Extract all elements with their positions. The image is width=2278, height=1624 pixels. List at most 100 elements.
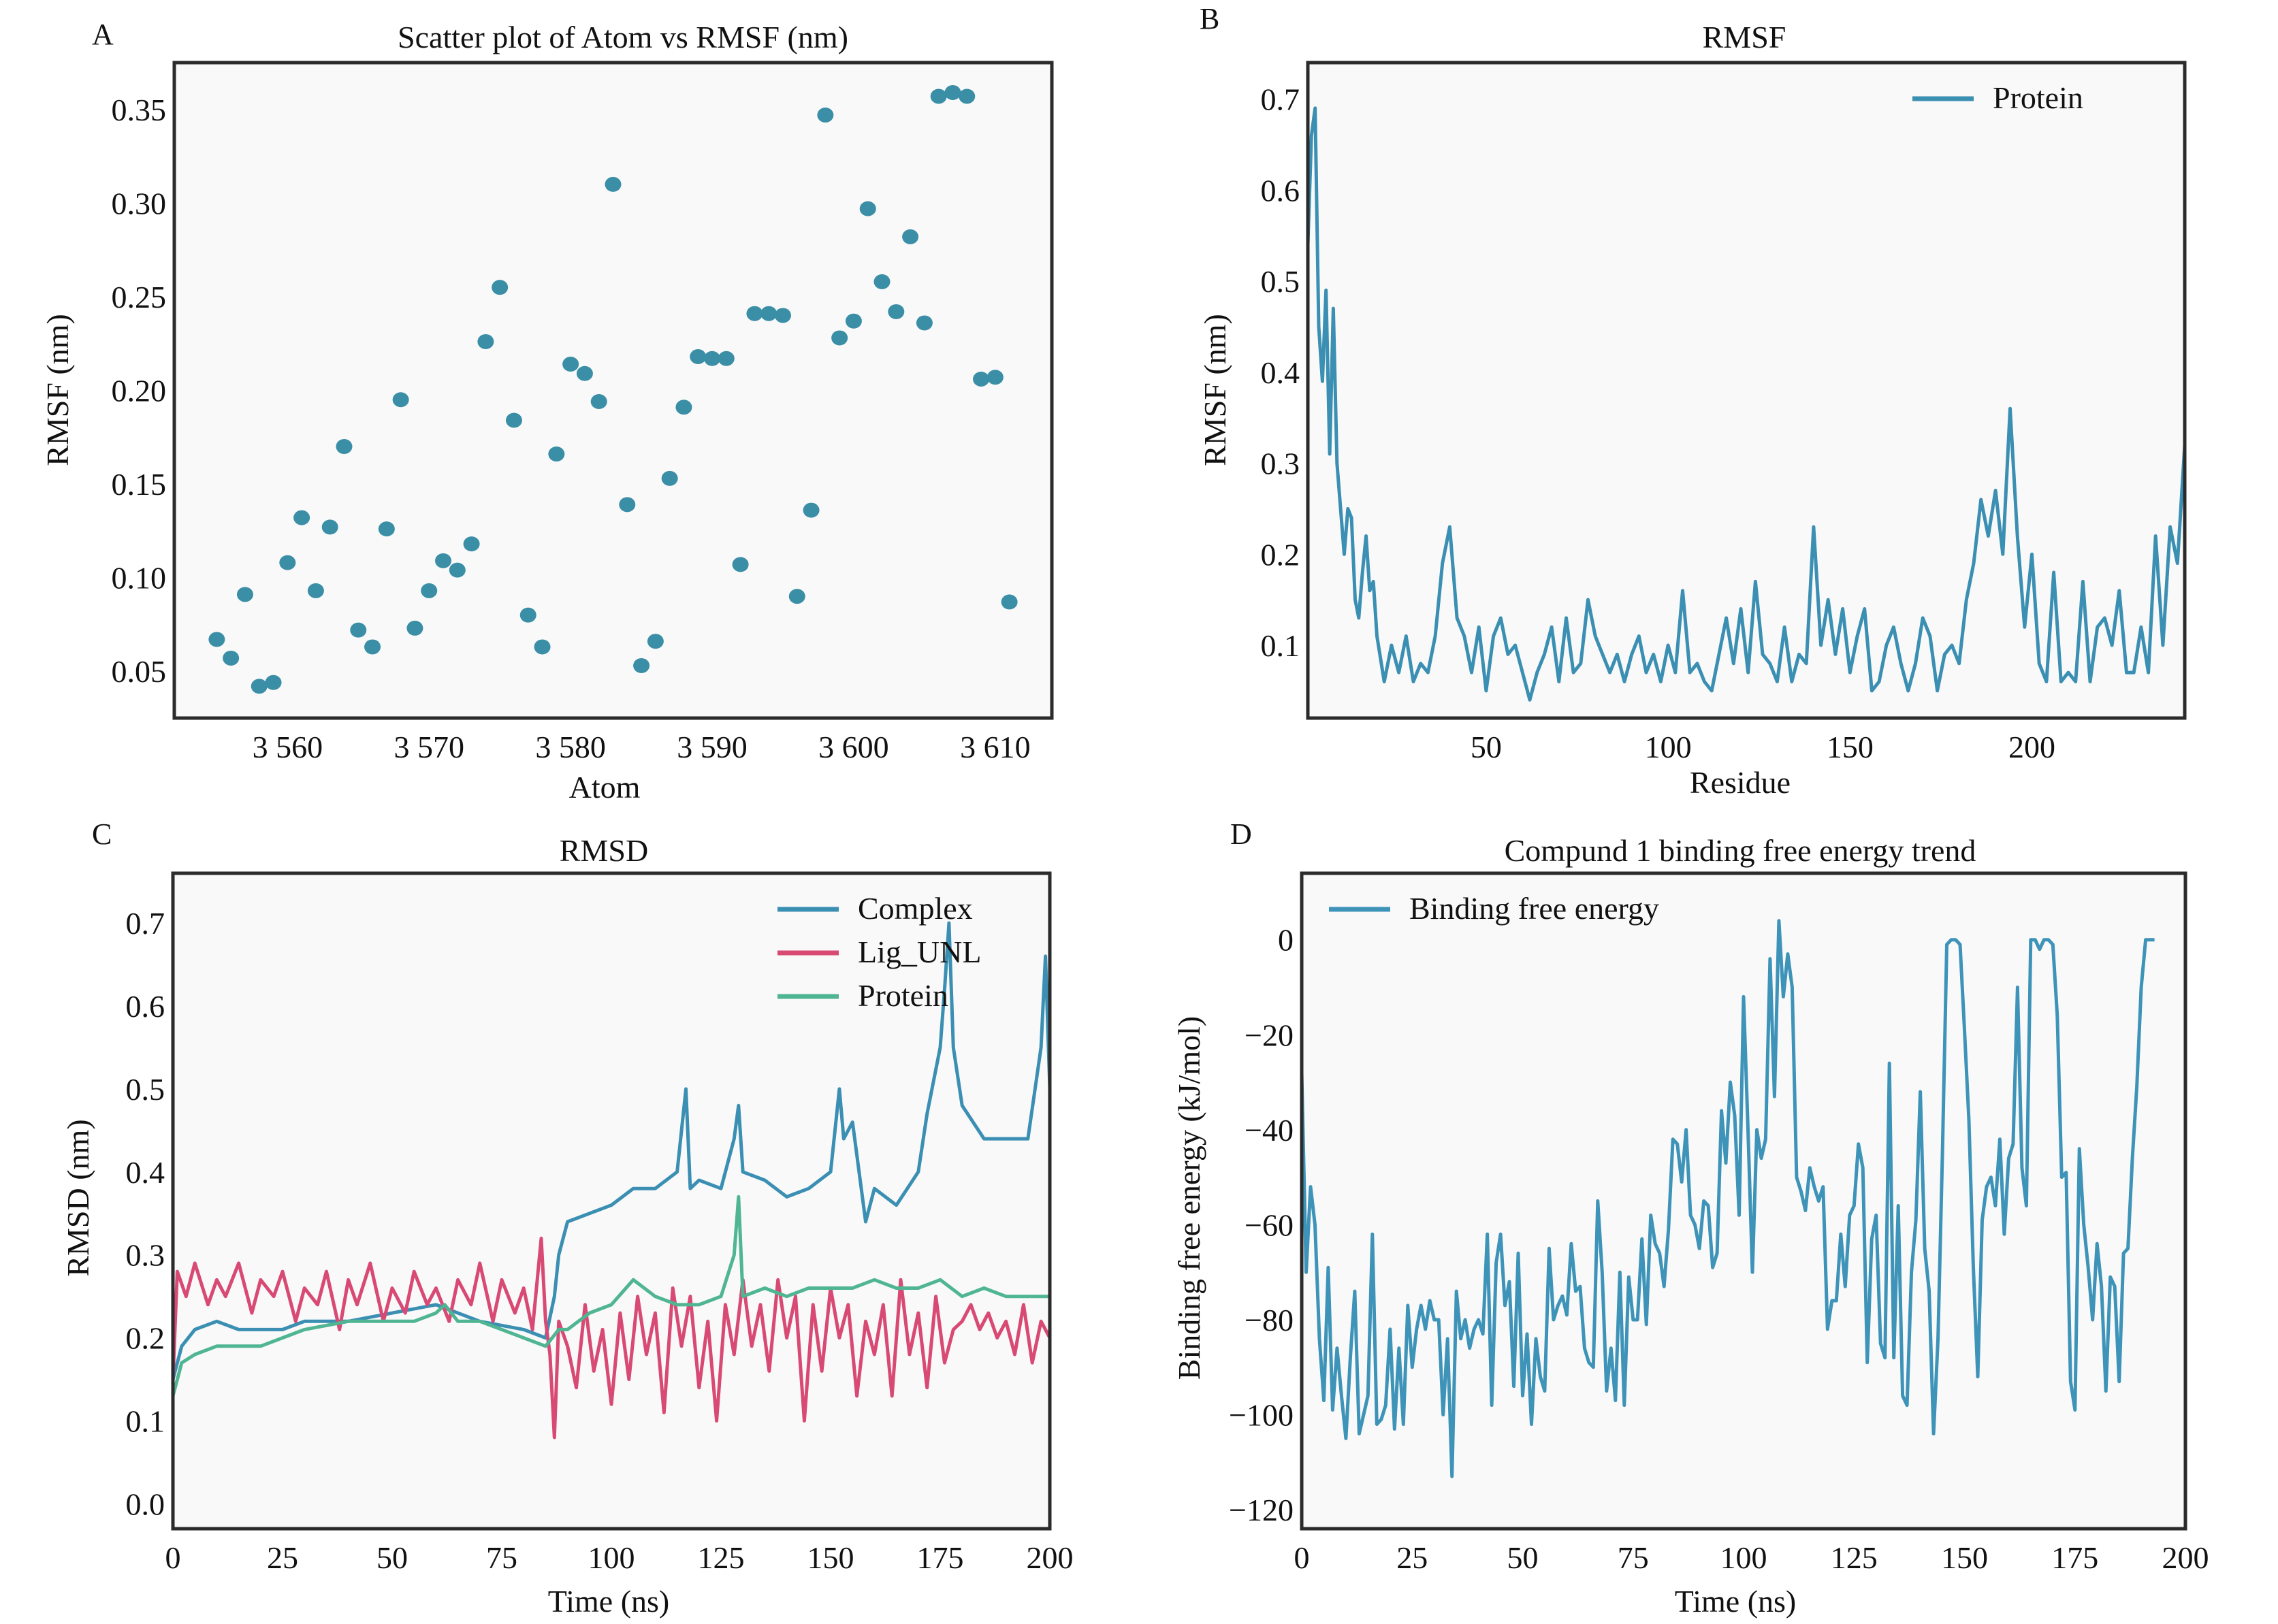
line-series xyxy=(1302,919,2155,1478)
scatter-point xyxy=(605,176,622,192)
panel-c: C RMSD 0 25 50 75 100 125 150 175 200 0.00.10.20… xyxy=(61,817,1074,1619)
line-series xyxy=(1308,106,2185,702)
scatter-point xyxy=(675,400,692,415)
plot-frame xyxy=(1306,61,2187,720)
scatter-point xyxy=(519,607,536,623)
y-axis-label: RMSD (nm) xyxy=(61,1119,95,1276)
legend-label: Protein xyxy=(1993,80,2083,115)
scatter-point xyxy=(236,587,253,602)
scatter-points xyxy=(208,85,1018,694)
x-tick-label: 25 xyxy=(1396,1540,1428,1575)
scatter-point xyxy=(392,392,409,408)
scatter-point xyxy=(477,334,494,349)
scatter-point xyxy=(690,348,707,364)
scatter-point xyxy=(788,589,805,604)
y-tick-label: 0.2 xyxy=(126,1321,165,1356)
legend-label: Complex xyxy=(858,891,973,926)
series-line-protein xyxy=(173,1195,1050,1397)
y-tick-label: 0.1 xyxy=(126,1404,165,1439)
x-tick-label: 75 xyxy=(486,1540,517,1575)
scatter-point xyxy=(803,502,820,518)
scatter-point xyxy=(548,446,565,462)
legend: Binding free energy xyxy=(1329,891,1659,926)
legend-label: Binding free energy xyxy=(1409,891,1659,926)
scatter-point xyxy=(845,313,862,329)
y-tick-label: −40 xyxy=(1245,1113,1294,1148)
x-axis-ticks: 0 25 50 75 100 125 150 175 200 xyxy=(165,1540,1074,1575)
panel-a: A Scatter plot of Atom vs RMSF (nm) 3 56… xyxy=(40,18,1054,805)
x-axis-label: Atom xyxy=(569,770,641,805)
y-tick-label: 0.3 xyxy=(1261,446,1300,481)
x-axis-label: Residue xyxy=(1690,765,1791,800)
chart-title: RMSD xyxy=(560,833,648,868)
scatter-point xyxy=(944,85,961,101)
y-tick-label: 0.6 xyxy=(126,989,165,1024)
y-tick-label: 0.5 xyxy=(126,1072,165,1107)
plot-area xyxy=(172,61,1054,720)
x-tick-label: 50 xyxy=(376,1540,408,1575)
y-tick-label: 0.3 xyxy=(126,1238,165,1273)
scatter-point xyxy=(562,356,579,372)
scatter-point xyxy=(633,657,650,673)
y-tick-label: −80 xyxy=(1245,1303,1294,1337)
scatter-point xyxy=(251,679,268,694)
scatter-point xyxy=(321,519,338,535)
x-tick-label: 50 xyxy=(1507,1540,1539,1575)
scatter-point xyxy=(859,201,876,216)
legend-label: Lig_UNL xyxy=(858,935,981,969)
panel-letter-c: C xyxy=(92,817,112,851)
scatter-point xyxy=(279,555,296,570)
x-tick-label: 125 xyxy=(698,1540,745,1575)
y-tick-label: 0.6 xyxy=(1261,173,1300,208)
scatter-point xyxy=(350,622,367,638)
y-axis-ticks: 0.05 0.10 0.15 0.20 0.25 0.30 0.35 xyxy=(112,93,167,689)
y-tick-label: 0 xyxy=(1278,923,1294,958)
y-tick-label: 0.7 xyxy=(1261,82,1300,117)
y-tick-label: 0.7 xyxy=(126,906,165,941)
panel-d: D Compund 1 binding free energy trend 0 2… xyxy=(1172,817,2209,1619)
x-tick-label: 200 xyxy=(1027,1540,1074,1575)
scatter-point xyxy=(435,553,452,568)
y-tick-label: 0.1 xyxy=(1261,628,1300,663)
x-axis-label: Time (ns) xyxy=(1675,1584,1797,1619)
scatter-point xyxy=(661,470,678,486)
scatter-point xyxy=(421,583,438,598)
y-tick-label: 0.10 xyxy=(112,561,167,596)
y-axis-label: Binding free energy (kJ/mol) xyxy=(1172,1016,1206,1380)
y-tick-label: 0.20 xyxy=(112,374,167,408)
scatter-point xyxy=(378,521,395,537)
x-tick-label: 50 xyxy=(1471,730,1502,764)
scatter-point xyxy=(449,562,466,578)
x-tick-label: 3 580 xyxy=(535,730,606,764)
y-tick-label: −20 xyxy=(1245,1018,1294,1052)
y-axis-label: RMSF (nm) xyxy=(40,314,75,466)
scatter-point xyxy=(619,497,636,513)
scatter-point xyxy=(1001,594,1018,610)
chart-title: Scatter plot of Atom vs RMSF (nm) xyxy=(398,20,848,54)
y-axis-ticks: 0.0 0.1 0.2 0.3 0.4 0.5 0.6 0.7 xyxy=(126,906,165,1521)
y-tick-label: 0.30 xyxy=(112,186,167,221)
scatter-point xyxy=(930,88,947,104)
scatter-point xyxy=(406,620,423,636)
series-line-binding-free-energy xyxy=(1302,919,2155,1478)
scatter-point xyxy=(208,632,225,647)
plot-frame xyxy=(172,61,1054,720)
scatter-point xyxy=(831,330,848,346)
panel-letter-b: B xyxy=(1200,2,1219,35)
x-tick-label: 3 590 xyxy=(677,730,748,764)
scatter-point xyxy=(959,88,976,104)
scatter-point xyxy=(774,308,791,323)
scatter-point xyxy=(463,536,480,552)
panel-letter-a: A xyxy=(92,18,114,51)
x-axis-ticks: 50 100 150 200 xyxy=(1471,730,2055,764)
x-tick-label: 150 xyxy=(807,1540,854,1575)
x-tick-label: 3 560 xyxy=(253,730,323,764)
x-tick-label: 125 xyxy=(1831,1540,1878,1575)
x-tick-label: 175 xyxy=(2051,1540,2098,1575)
x-tick-label: 175 xyxy=(917,1540,964,1575)
plot-area xyxy=(1306,61,2187,720)
scatter-point xyxy=(336,439,353,455)
x-tick-label: 100 xyxy=(1720,1540,1767,1575)
x-tick-label: 25 xyxy=(267,1540,298,1575)
